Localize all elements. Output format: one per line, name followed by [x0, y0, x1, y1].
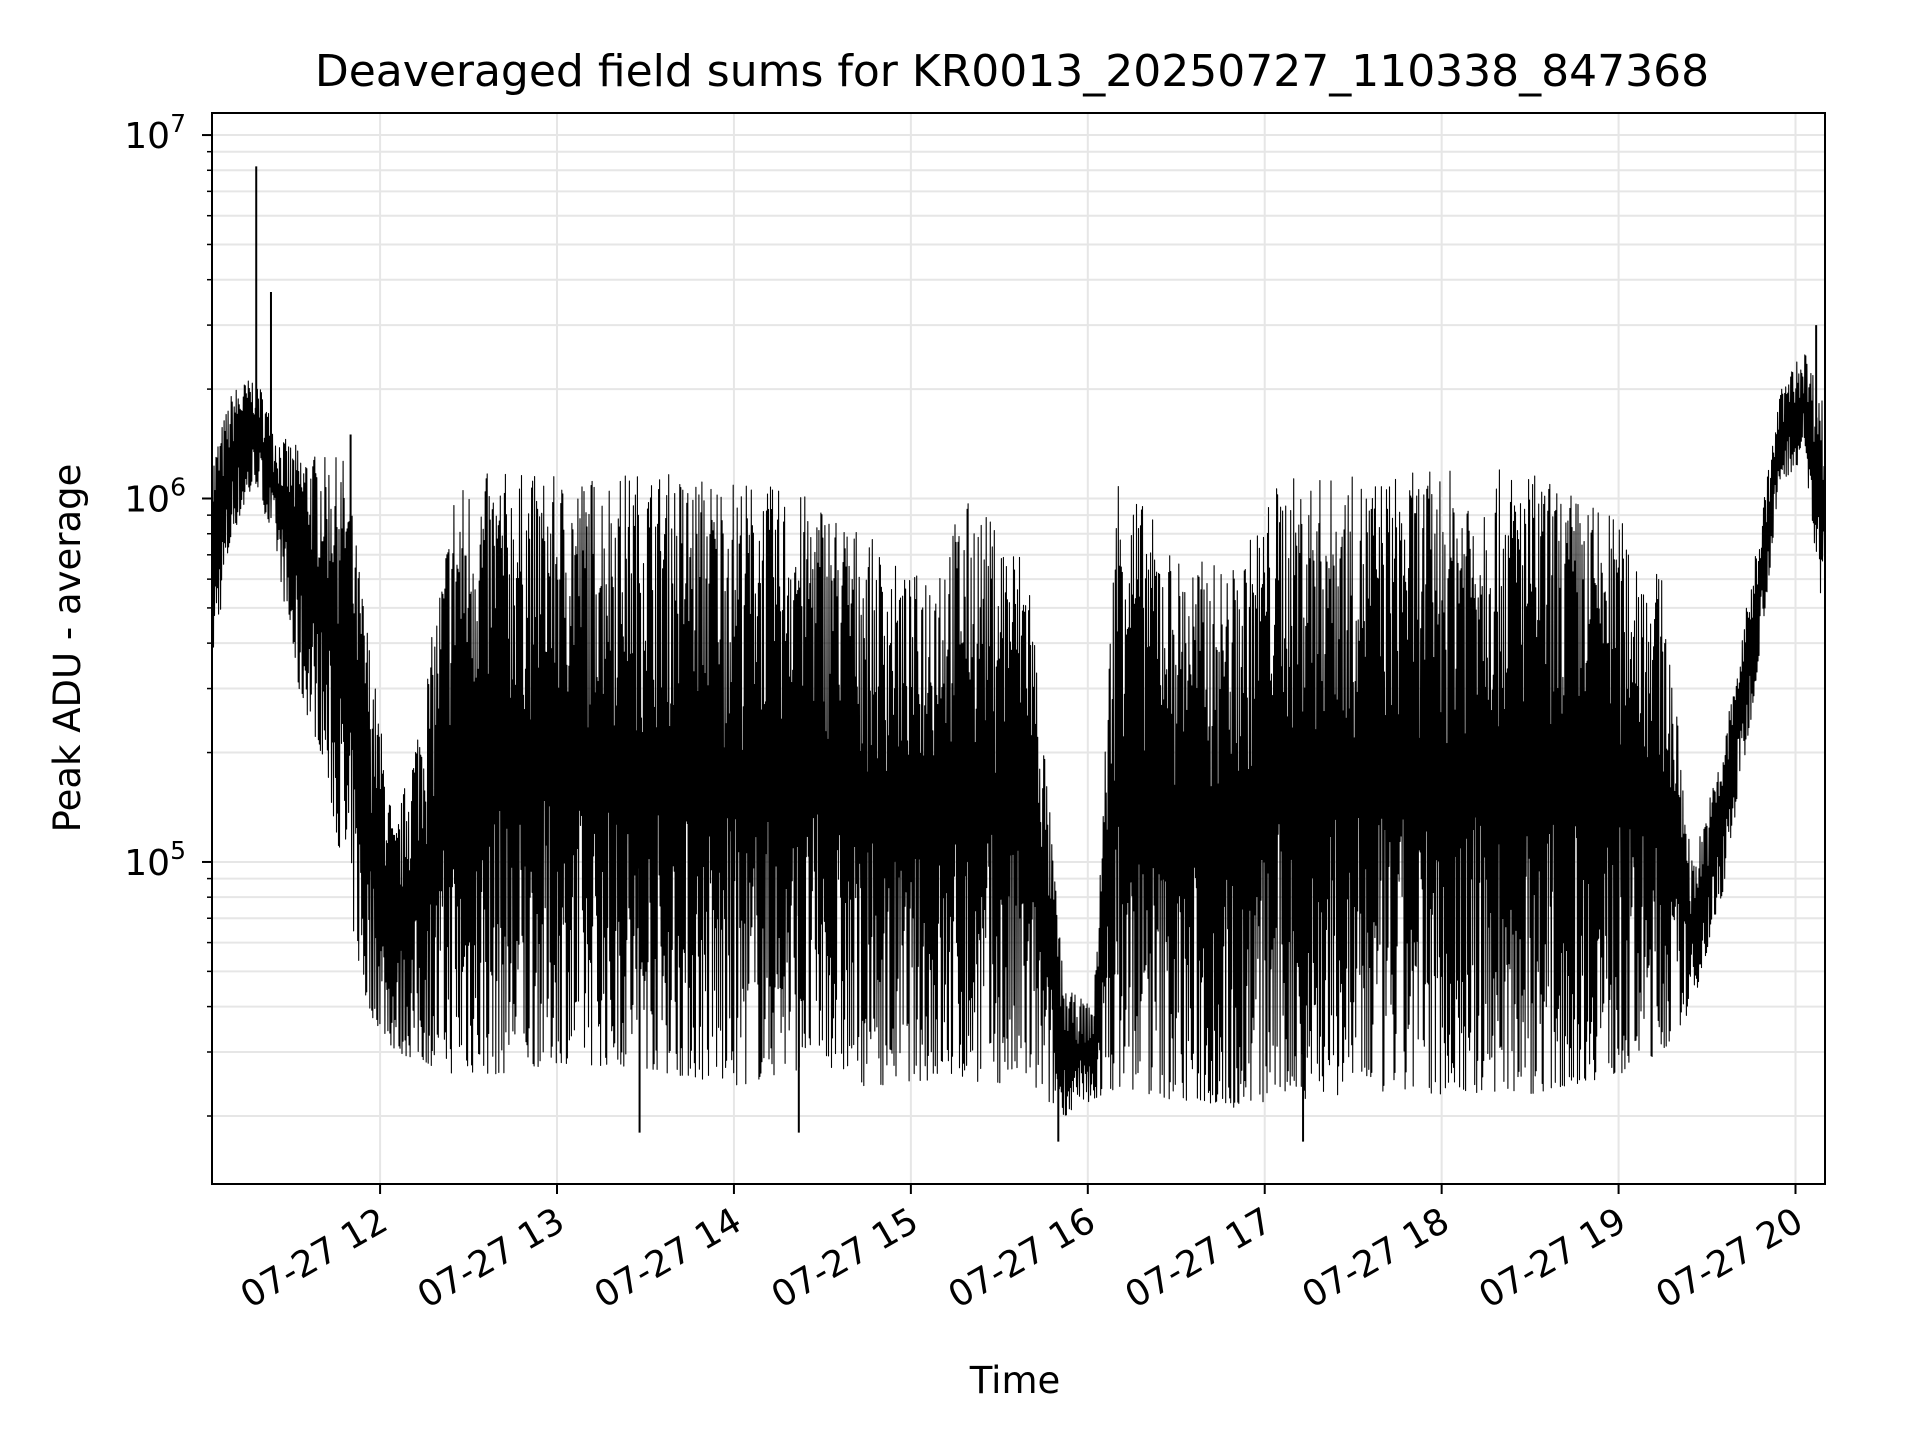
chart-title: Deaveraged field sums for KR0013_2025072… — [315, 46, 1709, 97]
series-line — [211, 166, 1826, 1142]
y-tick-label: 107 — [124, 109, 186, 157]
series-trace — [211, 354, 1826, 1116]
y-tick-label: 106 — [124, 473, 186, 521]
y-tick-label: 105 — [124, 836, 186, 884]
x-axis-label: Time — [969, 1359, 1061, 1402]
y-axis-label: Peak ADU - average — [46, 464, 89, 833]
y-axis: 105 106 107 — [124, 109, 212, 1117]
plot-frame — [211, 112, 1826, 1185]
